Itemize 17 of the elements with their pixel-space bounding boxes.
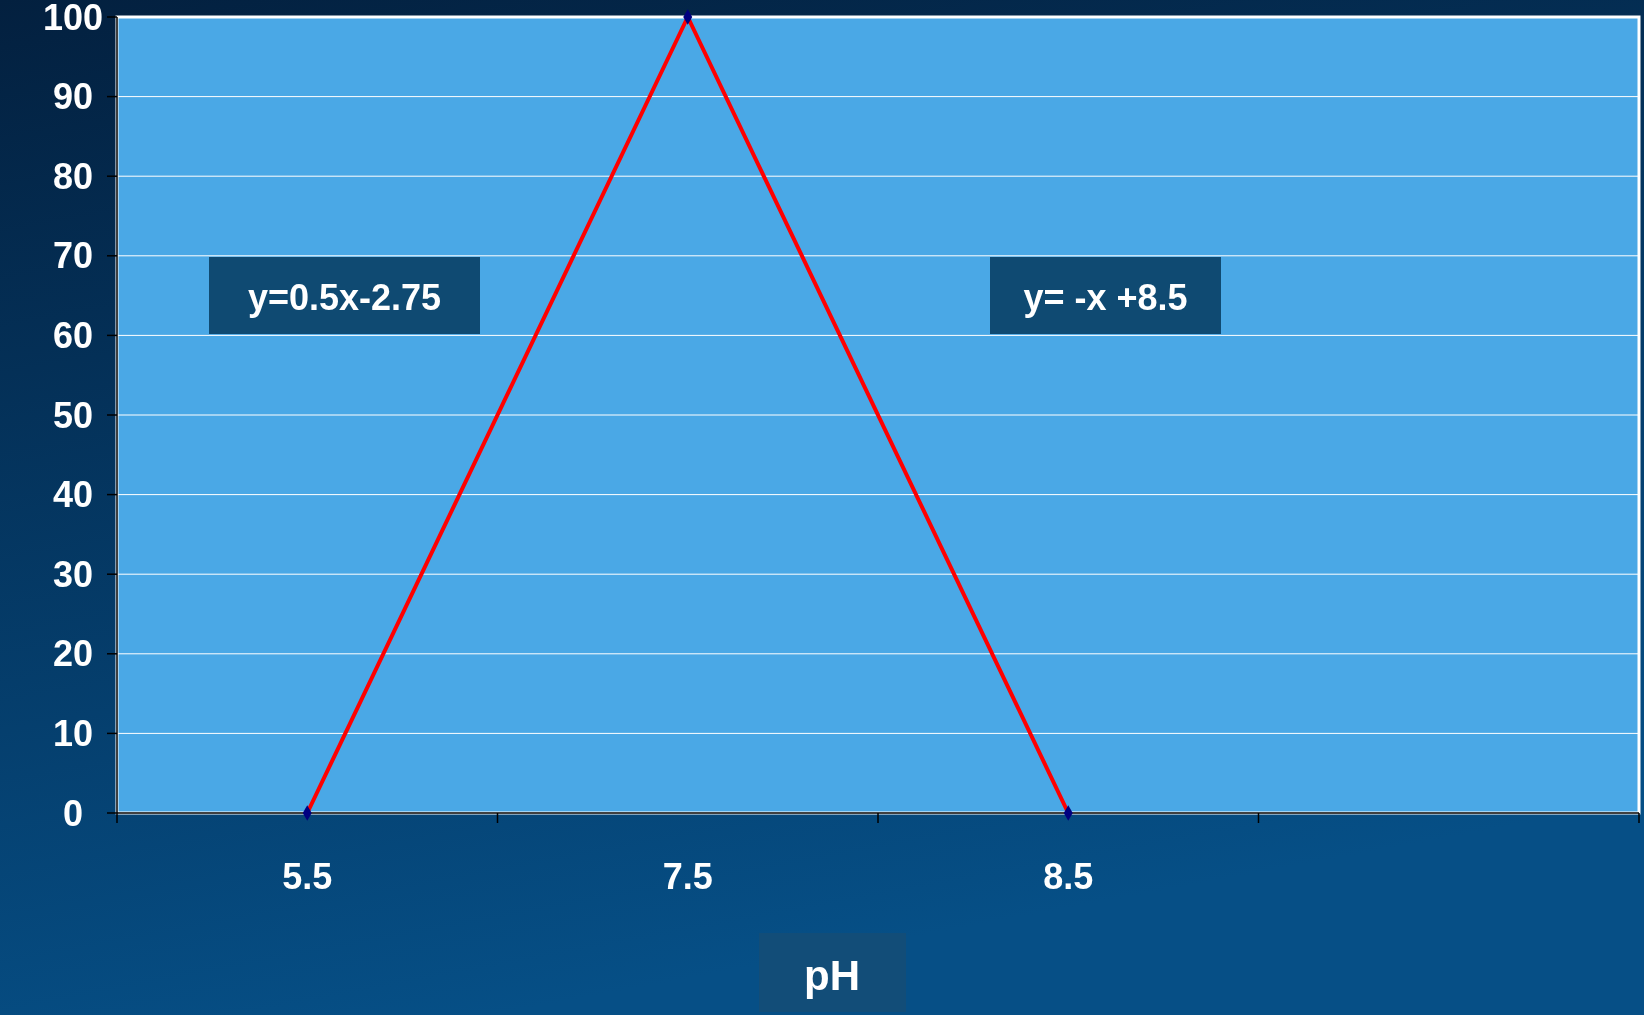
y-tick-label: 70 [52,235,94,277]
y-tick-label: 50 [52,394,94,436]
y-tick-label: 0 [62,792,84,834]
y-tick-label: 30 [52,553,94,595]
x-axis-title: pH [804,951,860,999]
x-tick-label: 8.5 [1043,855,1094,897]
y-tick-label: 10 [52,713,94,754]
y-tick-label: 60 [52,315,94,356]
x-tick-label: 7.5 [662,855,713,897]
annotation: y= -x +8.5 [1023,276,1188,318]
y-tick-label: 40 [52,474,94,516]
y-tick-label: 20 [52,633,94,675]
x-tick-label: 5.5 [282,855,333,897]
annotation: y=0.5x-2.75 [247,276,442,318]
y-tick-label: 90 [52,76,94,118]
y-tick-label: 80 [52,155,94,197]
y-tick-label: 100 [42,0,104,38]
